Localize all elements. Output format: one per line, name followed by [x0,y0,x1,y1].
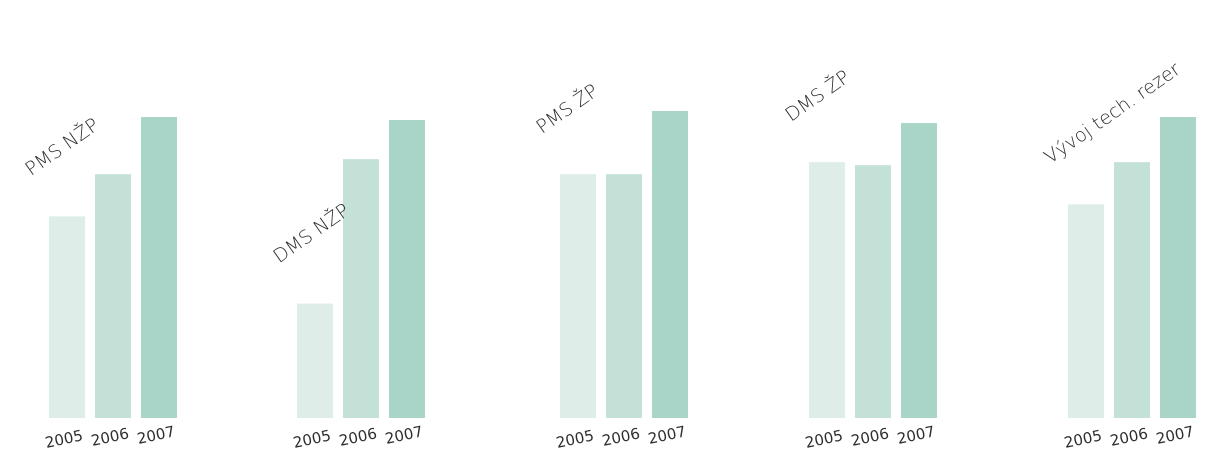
bar-group: 2005 2006 2007 DMS ŽP [781,65,937,452]
bar-2005 [1068,204,1104,418]
bar-2006 [1114,162,1150,418]
x-tick-label: 2007 [135,422,176,448]
group-title: PMS NŽP [21,113,104,180]
bar-2005 [49,216,85,418]
bar-group: 2005 2006 2007 PMS ŽP [532,79,688,452]
x-tick-label: 2006 [89,424,130,450]
group-title: DMS NŽP [269,199,354,268]
bar-2006 [606,174,642,418]
x-tick-label: 2006 [849,424,890,450]
bar-2006 [95,174,131,418]
bar-2007 [389,120,425,418]
x-tick-label: 2005 [43,426,84,452]
x-tick-label: 2006 [600,424,641,450]
bar-2006 [343,159,379,418]
x-tick-label: 2006 [337,424,378,450]
x-tick-label: 2005 [803,426,844,452]
bar-2007 [1160,117,1196,418]
group-title: PMS ŽP [532,79,603,138]
x-tick-label: 2005 [1062,426,1103,452]
x-tick-label: 2007 [646,422,687,448]
bar-group: 2005 2006 2007 PMS NŽP [21,113,177,452]
group-title: DMS ŽP [781,65,854,126]
bar-2005 [809,162,845,418]
bar-2007 [652,110,688,418]
x-tick-label: 2005 [554,426,595,452]
bar-2005 [560,174,596,418]
x-tick-label: 2005 [291,426,332,452]
bar-group: 2005 2006 2007 DMS NŽP [269,120,425,452]
x-tick-label: 2007 [1154,422,1195,448]
x-tick-label: 2007 [895,422,936,448]
bar-2007 [901,123,937,419]
bar-2005 [297,303,333,418]
bar-2007 [141,117,177,418]
bar-2006 [855,165,891,418]
x-tick-label: 2007 [383,422,424,448]
x-tick-label: 2006 [1108,424,1149,450]
